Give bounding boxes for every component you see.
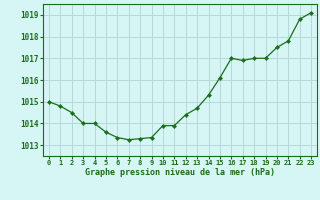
- X-axis label: Graphe pression niveau de la mer (hPa): Graphe pression niveau de la mer (hPa): [85, 168, 275, 177]
